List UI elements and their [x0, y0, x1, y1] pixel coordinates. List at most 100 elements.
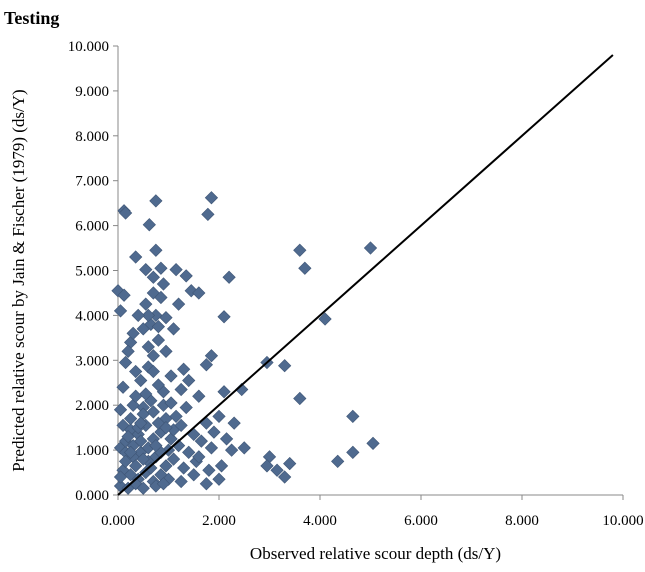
data-point: [159, 344, 173, 358]
data-point: [136, 452, 150, 466]
axes: 0.000 1.000 2.000 3.000 4.000 5.000 6.000 7.000…: [68, 39, 644, 529]
data-point: [151, 320, 166, 334]
x-tick-label: 2.000: [202, 513, 236, 529]
data-point: [204, 441, 219, 455]
data-point: [159, 421, 173, 435]
data-point: [166, 452, 181, 466]
data-point: [331, 454, 345, 468]
data-point: [129, 364, 143, 379]
data-point: [212, 409, 226, 424]
data-point: [217, 310, 231, 324]
data-point: [156, 477, 171, 491]
data-point: [159, 311, 173, 325]
data-point: [192, 450, 206, 464]
data-point: [159, 459, 173, 473]
data-point: [118, 206, 133, 220]
data-point: [298, 261, 312, 275]
y-tick-label: 4.000: [75, 308, 109, 324]
data-point: [146, 364, 160, 379]
data-point: [156, 277, 171, 291]
data-point: [129, 459, 143, 473]
data-point: [146, 349, 160, 363]
data-point: [139, 387, 153, 401]
data-point: [283, 456, 297, 471]
data-point: [192, 389, 206, 403]
data-point: [174, 382, 188, 397]
data-point: [177, 461, 191, 475]
data-point: [174, 474, 188, 489]
data-point: [293, 391, 307, 406]
data-point: [237, 441, 251, 455]
data-point: [149, 243, 163, 257]
x-tick-label: 6.000: [404, 513, 438, 529]
data-point: [144, 461, 158, 475]
data-point: [346, 409, 360, 424]
data-point: [293, 243, 307, 257]
x-tick-label: 8.000: [505, 513, 539, 529]
y-tick-label: 10.000: [68, 39, 109, 55]
data-point: [149, 438, 163, 453]
data-point: [182, 373, 196, 388]
data-point: [131, 308, 145, 323]
data-point: [166, 322, 181, 336]
data-point: [141, 308, 155, 323]
data-point: [134, 416, 148, 430]
data-point: [121, 430, 135, 444]
y-tick-label: 1.000: [75, 443, 109, 459]
data-point: [139, 297, 153, 311]
data-point: [199, 416, 213, 430]
data-point: [346, 445, 360, 459]
data-point: [136, 322, 150, 336]
data-point: [126, 326, 140, 340]
chart-title: Testing: [4, 8, 59, 28]
data-point: [199, 358, 213, 372]
y-axis-title-group: Predicted relative scour by Jain & Fisch…: [9, 89, 28, 471]
data-point: [136, 481, 150, 495]
data-point: [124, 445, 138, 459]
data-point: [212, 472, 226, 486]
y-tick-label: 6.000: [75, 219, 109, 235]
data-point: [118, 454, 133, 468]
data-point: [169, 262, 183, 277]
data-point: [113, 304, 128, 318]
data-point: [124, 412, 138, 426]
data-point: [179, 400, 193, 415]
y-tick-label: 0.000: [75, 488, 109, 504]
data-point: [202, 463, 216, 477]
data-point: [134, 434, 148, 448]
data-point: [171, 297, 186, 311]
data-point: [217, 385, 231, 399]
data-point: [204, 191, 219, 205]
data-point: [214, 459, 229, 473]
data-point: [154, 290, 168, 305]
data-point: [278, 359, 292, 373]
data-point: [225, 443, 239, 457]
data-point: [179, 269, 193, 283]
data-point: [222, 270, 236, 284]
data-point: [260, 459, 274, 473]
data-point: [149, 194, 163, 208]
data-point: [134, 373, 148, 388]
data-point: [366, 436, 380, 450]
data-point: [204, 349, 219, 363]
data-point: [192, 286, 206, 300]
data-point: [164, 369, 178, 383]
data-point: [187, 468, 201, 482]
data-point: [151, 378, 166, 392]
data-point: [227, 416, 241, 430]
data-point: [151, 333, 166, 347]
y-tick-label: 3.000: [75, 353, 109, 369]
data-point: [278, 470, 292, 484]
data-point: [118, 355, 133, 370]
data-point: [142, 218, 156, 232]
data-point: [201, 207, 215, 221]
data-point: [207, 425, 221, 439]
y-tick-label: 5.000: [75, 264, 109, 280]
data-point: [194, 434, 208, 448]
data-point: [177, 362, 191, 376]
y-tick-label: 2.000: [75, 398, 109, 414]
data-point: [146, 405, 160, 419]
data-point: [113, 470, 128, 484]
data-point: [129, 389, 143, 403]
